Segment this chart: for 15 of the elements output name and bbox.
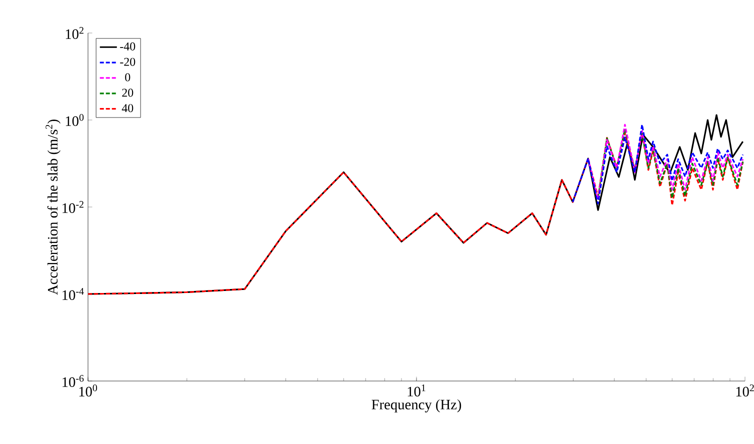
legend-label: 0 <box>125 73 130 82</box>
y-tick-label: 10$^{-2}$ <box>62 201 84 213</box>
legend-label: -20 <box>120 58 136 66</box>
legend-label: 40 <box>122 104 134 112</box>
y-tick-label: 10$^{2}$ <box>66 27 84 39</box>
y-tick-label: 10$^{-6}$ <box>62 375 84 387</box>
legend-label: -40 <box>120 42 136 50</box>
y-tick-label: 10$^{-4}$ <box>62 288 84 300</box>
y-tick-label: 10$^{0}$ <box>66 114 84 126</box>
x-tick-label: 10$^{1}$ <box>408 384 426 396</box>
x-tick-label: 10$^{0}$ <box>79 384 98 396</box>
y-axis-title: Acceleration of the slab (m/s$^{2}$) <box>46 120 60 295</box>
x-tick-label: 10$^{2}$ <box>736 384 754 396</box>
x-axis-title: Frequency (Hz) <box>372 399 462 412</box>
legend-label: 20 <box>122 88 134 97</box>
